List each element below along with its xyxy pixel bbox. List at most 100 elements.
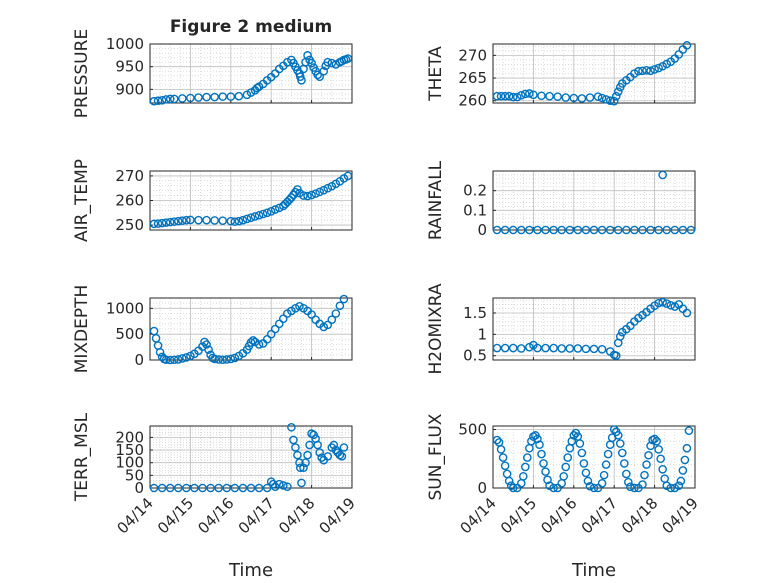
data-point [155, 347, 165, 357]
data-point [323, 452, 333, 461]
y-tick-label: 1000 [106, 35, 144, 53]
data-point [686, 225, 696, 235]
data-point [307, 310, 316, 319]
data-point [500, 91, 510, 101]
data-point [254, 210, 264, 220]
data-point [230, 217, 240, 226]
data-point [589, 344, 599, 354]
data-point [646, 66, 655, 76]
data-point [311, 189, 320, 198]
x-tick-label: 04/15 [497, 494, 540, 537]
data-point [662, 225, 672, 235]
data-point [656, 454, 665, 464]
data-point [291, 443, 300, 452]
data-point [512, 92, 522, 102]
data-point [274, 203, 284, 213]
data-point [339, 443, 349, 452]
data-point [557, 344, 566, 353]
data-point [508, 225, 518, 235]
data-point [492, 435, 502, 445]
data-point [565, 225, 575, 235]
data-point [498, 453, 508, 462]
y-axis-label: RAINFALL [426, 160, 446, 240]
data-point [258, 209, 268, 219]
data-point [295, 301, 304, 311]
data-point [157, 483, 167, 493]
data-point [287, 422, 296, 432]
data-point [682, 41, 692, 50]
data-point [504, 476, 514, 486]
data-point [521, 462, 530, 472]
data-point [541, 343, 550, 353]
data-point [559, 472, 569, 481]
data-point [662, 299, 672, 308]
data-point [549, 343, 558, 353]
data-point [492, 91, 502, 101]
data-point [279, 314, 288, 323]
data-point [315, 448, 324, 457]
data-point [521, 89, 530, 99]
data-point [266, 329, 276, 339]
data-point [500, 225, 510, 235]
data-point [206, 483, 215, 493]
data-point [613, 225, 623, 235]
data-point [153, 96, 163, 106]
data-point [246, 213, 256, 223]
data-point [202, 215, 211, 225]
data-point [230, 353, 240, 363]
y-tick-label: 200 [115, 428, 144, 446]
data-point [553, 92, 562, 101]
data-point [218, 355, 228, 365]
data-point [165, 483, 175, 493]
data-point [178, 94, 187, 103]
x-tick-label: 04/18 [618, 494, 661, 537]
y-tick-label: 0 [477, 221, 487, 239]
data-point [307, 58, 316, 68]
data-point [615, 439, 625, 448]
subplot-5: 0 500 1000 MIXDEPTH [72, 285, 353, 373]
data-point [577, 94, 587, 103]
data-point [634, 66, 643, 76]
data-point [658, 464, 667, 474]
data-point [331, 309, 341, 318]
data-point [642, 66, 651, 75]
data-point [508, 343, 518, 353]
data-point [620, 459, 629, 468]
data-point [646, 441, 655, 451]
data-point [642, 460, 651, 469]
data-point [630, 483, 639, 493]
data-point [157, 218, 167, 228]
data-point [682, 308, 692, 318]
data-point [153, 219, 163, 228]
x-tick-label: 04/15 [154, 494, 197, 537]
y-axis-label: THETA [426, 46, 446, 102]
data-point [343, 54, 353, 63]
y-tick-label: 270 [115, 167, 144, 185]
data-point [573, 344, 583, 353]
data-point [543, 475, 552, 485]
data-point [149, 96, 159, 106]
data-point [169, 355, 179, 365]
axes-box [492, 297, 696, 361]
y-tick-label: 1 [477, 325, 487, 343]
axes-box [149, 43, 353, 104]
axes-background [493, 171, 695, 230]
data-point [214, 483, 223, 493]
data-point [525, 89, 534, 98]
axes-box [149, 297, 353, 361]
data-point [299, 191, 308, 200]
data-point [597, 225, 607, 235]
data-point [676, 476, 686, 486]
y-axis-label: PRESSURE [72, 29, 92, 118]
data-point [327, 315, 337, 325]
data-point [283, 482, 292, 492]
data-point [169, 94, 179, 104]
data-point [305, 440, 314, 450]
data-point [315, 187, 324, 197]
data-point [339, 294, 349, 304]
data-point [226, 354, 236, 364]
data-point [337, 452, 347, 461]
data-point [307, 190, 316, 200]
data-point [597, 93, 607, 103]
data-point [238, 215, 248, 225]
